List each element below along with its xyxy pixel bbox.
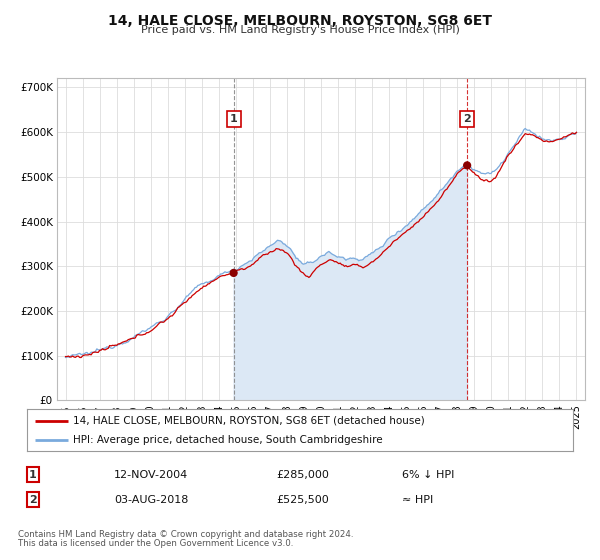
Point — [463, 161, 472, 170]
Text: ≈ HPI: ≈ HPI — [402, 494, 433, 505]
Text: £285,000: £285,000 — [276, 470, 329, 480]
Text: This data is licensed under the Open Government Licence v3.0.: This data is licensed under the Open Gov… — [18, 539, 293, 548]
Text: 14, HALE CLOSE, MELBOURN, ROYSTON, SG8 6ET (detached house): 14, HALE CLOSE, MELBOURN, ROYSTON, SG8 6… — [73, 416, 425, 426]
Text: £525,500: £525,500 — [276, 494, 329, 505]
Text: 14, HALE CLOSE, MELBOURN, ROYSTON, SG8 6ET: 14, HALE CLOSE, MELBOURN, ROYSTON, SG8 6… — [108, 14, 492, 28]
Text: 2: 2 — [463, 114, 471, 124]
Text: 12-NOV-2004: 12-NOV-2004 — [114, 470, 188, 480]
Text: 2: 2 — [29, 494, 37, 505]
Text: 03-AUG-2018: 03-AUG-2018 — [114, 494, 188, 505]
Text: 6% ↓ HPI: 6% ↓ HPI — [402, 470, 454, 480]
Text: 1: 1 — [230, 114, 238, 124]
Text: 1: 1 — [29, 470, 37, 480]
Text: Price paid vs. HM Land Registry's House Price Index (HPI): Price paid vs. HM Land Registry's House … — [140, 25, 460, 35]
Point — [229, 268, 238, 277]
Text: HPI: Average price, detached house, South Cambridgeshire: HPI: Average price, detached house, Sout… — [73, 435, 383, 445]
Text: Contains HM Land Registry data © Crown copyright and database right 2024.: Contains HM Land Registry data © Crown c… — [18, 530, 353, 539]
